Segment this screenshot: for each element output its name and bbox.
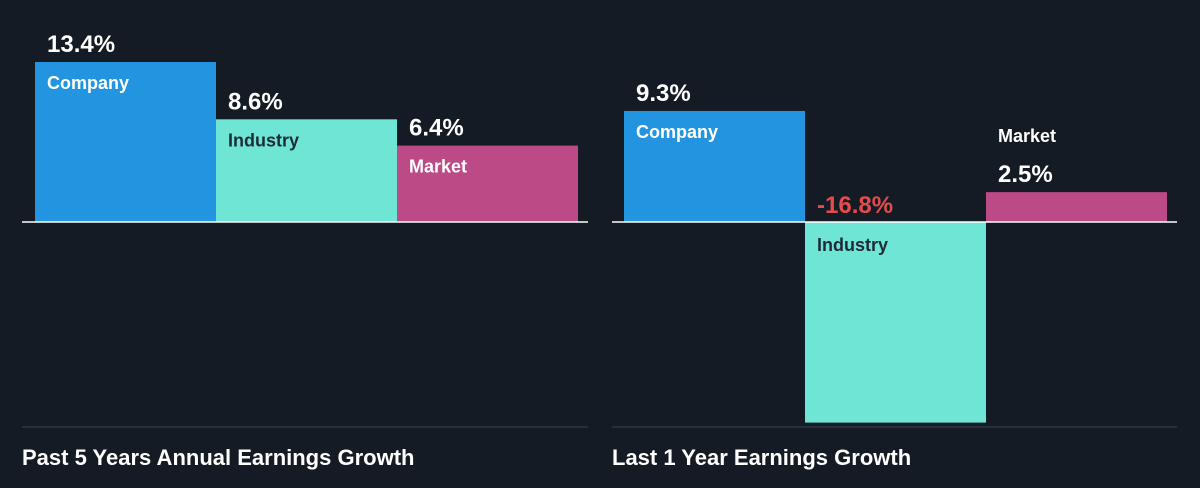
category-label-industry: Industry — [817, 235, 888, 255]
bar-market — [986, 192, 1167, 222]
value-label-company: 13.4% — [47, 31, 115, 58]
category-label-company: Company — [636, 122, 718, 142]
bar-company — [624, 110, 805, 222]
value-label-market: 6.4% — [409, 115, 464, 142]
chart-title: Last 1 Year Earnings Growth — [612, 445, 911, 470]
chart-title: Past 5 Years Annual Earnings Growth — [22, 445, 414, 470]
bar-industry — [805, 222, 986, 423]
bar-industry — [216, 119, 397, 222]
value-label-industry: -16.8% — [817, 192, 893, 219]
value-label-company: 9.3% — [636, 80, 691, 107]
value-label-market: 2.5% — [998, 161, 1053, 188]
value-label-industry: 8.6% — [228, 88, 283, 115]
category-label-market: Market — [409, 157, 467, 177]
category-label-industry: Industry — [228, 130, 299, 150]
bar-market — [397, 145, 578, 222]
category-label-company: Company — [47, 73, 129, 93]
panel-last-1-year: 9.3% Company -16.8% Industry 2.5% Market Last … — [612, 80, 1177, 470]
panel-past-5-years: 13.4% Company 8.6% Industry 6.4% Market Past 5… — [22, 31, 588, 470]
bar-company — [35, 62, 216, 222]
category-label-market: Market — [998, 126, 1056, 146]
